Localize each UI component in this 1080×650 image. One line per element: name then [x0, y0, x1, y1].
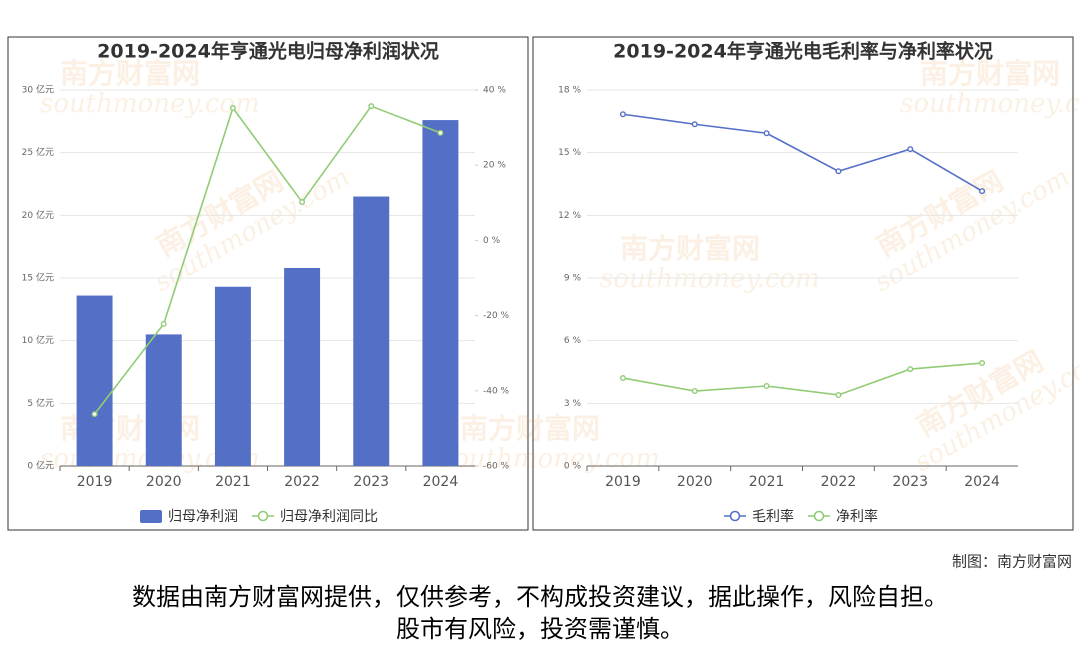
chart-title: 2019-2024年亨通光电归母净利润状况 [97, 40, 439, 63]
legend-swatch [257, 510, 269, 522]
y-tick-label: 25 亿元 [22, 146, 54, 158]
point [91, 411, 98, 418]
y-tick-label: 10 亿元 [22, 334, 54, 346]
point [368, 103, 375, 110]
line [622, 362, 983, 396]
y-tick-label: 18 % [558, 86, 581, 96]
x-tick-label: 2024 [423, 474, 459, 490]
y-tick-label: 3 % [564, 399, 582, 409]
legend-label: 归母净利润同比 [280, 508, 378, 525]
disclaimer: 数据由南方财富网提供，仅供参考，不构成投资建议，据此操作，风险自担。 [132, 583, 948, 611]
point [763, 382, 770, 389]
legend-swatch [140, 510, 162, 523]
y-tick-label: 15 % [558, 148, 581, 158]
y2-tick-label: -60 % [483, 462, 510, 472]
y2-tick-label: -20 % [483, 311, 510, 321]
bar [214, 286, 251, 466]
watermark-url: southmoney.com [600, 264, 820, 294]
y-tick-label: 6 % [564, 336, 582, 346]
point [835, 168, 842, 175]
x-tick-label: 2022 [284, 474, 320, 490]
legend-swatch [729, 510, 741, 522]
point [835, 391, 842, 398]
point [979, 360, 986, 367]
y-tick-label: 15 亿元 [22, 272, 54, 284]
panel-border [7, 36, 529, 531]
point [160, 320, 167, 327]
watermark-name: 南方财富网 [620, 232, 760, 265]
disclaimer: 股市有风险，投资需谨慎。 [396, 615, 684, 643]
x-tick-label: 2020 [677, 474, 713, 490]
x-tick-label: 2023 [892, 474, 928, 490]
x-tick-label: 2021 [749, 474, 785, 490]
point [691, 388, 698, 395]
bar [284, 267, 321, 466]
y2-tick-label: 0 % [483, 236, 501, 246]
watermark-url: southmoney.com [900, 89, 1080, 119]
bar [76, 295, 113, 466]
x-tick-label: 2022 [821, 474, 857, 490]
panel-border [532, 36, 1074, 531]
legend-label: 归母净利润 [168, 508, 238, 525]
point [619, 111, 626, 118]
y-tick-label: 30 亿元 [22, 84, 54, 96]
watermark-name: 南方财富网 [460, 412, 600, 445]
y-tick-label: 20 亿元 [22, 209, 54, 221]
y2-tick-label: -40 % [483, 386, 510, 396]
y-tick-label: 5 亿元 [27, 397, 54, 409]
y-tick-label: 0 % [564, 462, 582, 472]
x-tick-label: 2024 [964, 474, 1000, 490]
bar [145, 334, 182, 466]
watermark-name: 南方财富网 [60, 57, 200, 90]
legend-label: 毛利率 [752, 508, 794, 525]
credit: 制图：南方财富网 [952, 553, 1072, 571]
watermark-url: southmoney.com [40, 89, 260, 119]
bar [353, 196, 390, 467]
point [229, 105, 236, 112]
x-tick-label: 2019 [77, 474, 113, 490]
point [299, 199, 306, 206]
x-tick-label: 2021 [215, 474, 251, 490]
legend-label: 净利率 [836, 508, 878, 525]
line [622, 113, 983, 192]
chart-title: 2019-2024年亨通光电毛利率与净利率状况 [613, 40, 993, 63]
point [763, 130, 770, 137]
y-tick-label: 9 % [564, 274, 582, 284]
watermark-name: 南方财富网 [920, 57, 1060, 90]
x-tick-label: 2019 [605, 474, 641, 490]
line [93, 105, 441, 415]
point [691, 121, 698, 128]
y2-tick-label: 40 % [483, 86, 506, 96]
watermark-url: southmoney.com [440, 444, 660, 474]
y-tick-label: 0 亿元 [27, 460, 54, 472]
x-tick-label: 2023 [353, 474, 389, 490]
point [437, 129, 444, 136]
y2-tick-label: 20 % [483, 161, 506, 171]
point [907, 146, 914, 153]
point [619, 375, 626, 382]
y-tick-label: 12 % [558, 211, 581, 221]
x-tick-label: 2020 [146, 474, 182, 490]
bar [422, 120, 459, 466]
point [979, 188, 986, 195]
point [907, 366, 914, 373]
legend-swatch [813, 510, 825, 522]
